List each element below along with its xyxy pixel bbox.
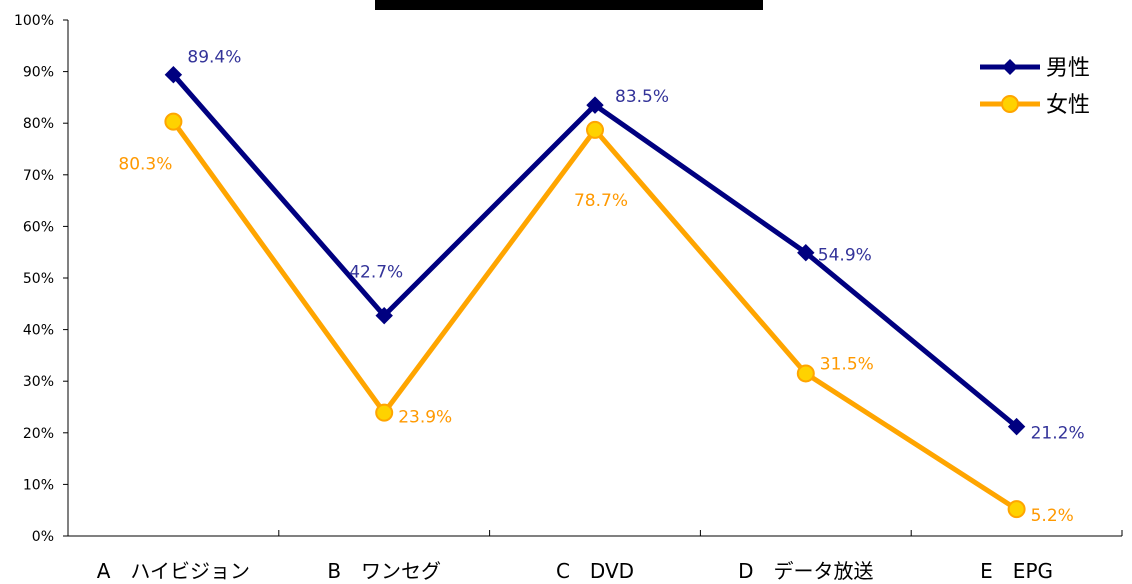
legend-marker [1001,95,1019,113]
data-point [375,306,393,325]
data-point [797,244,815,262]
data-label: 21.2% [1031,424,1085,444]
data-label: 31.5% [820,354,874,374]
x-tick-label: E EPG [980,559,1053,583]
data-label: 78.7% [574,191,628,211]
data-label: 83.5% [615,87,669,107]
y-tick-label: 40% [23,323,54,339]
data-point [796,364,815,383]
data-labels: 89.4% 42.7% 83.5% 54.9% 21.2% 80.3% 23.9% 78.7%… [118,48,1084,526]
data-label: 42.7% [349,263,403,283]
x-tick-label: D データ放送 [738,559,873,583]
y-tick-label: 30% [23,374,54,390]
series-line-1 [171,120,1018,512]
data-label: 89.4% [187,48,241,68]
y-tick-label: 60% [23,219,54,235]
series-layer [164,65,1026,519]
x-tick-label: C DVD [556,559,634,583]
data-point [164,112,183,131]
data-label: 5.2% [1031,506,1074,526]
y-tick-label: 80% [23,116,54,132]
y-tick-label: 0% [32,529,54,545]
y-tick-label: 100% [14,13,54,29]
legend-label: 女性 [1046,93,1090,118]
data-point [1007,417,1026,436]
title-box [375,0,763,10]
data-point [1007,500,1026,519]
data-label: 23.9% [398,408,452,428]
y-tick-label: 10% [23,477,54,493]
y-tick-label: 20% [23,426,54,442]
data-label: 54.9% [818,246,872,266]
data-point [375,403,394,422]
y-axis-ticks: 0% 10% 20% 30% 40% 50% 60% 70% 80% 90% 100% [14,13,68,545]
data-point [586,120,604,139]
x-tick-label: A ハイビジョン [97,559,250,583]
legend-marker [1002,59,1018,75]
data-label: 80.3% [118,155,172,175]
data-point [164,65,183,84]
x-axis-ticks: A ハイビジョン B ワンセグ C DVD D データ放送 E EPG [67,530,1123,583]
x-tick-label: B ワンセグ [327,559,441,583]
y-tick-label: 50% [23,271,54,287]
legend-label: 男性 [1046,56,1090,81]
y-tick-label: 90% [23,65,54,81]
data-point [586,96,604,114]
y-tick-label: 70% [23,168,54,184]
